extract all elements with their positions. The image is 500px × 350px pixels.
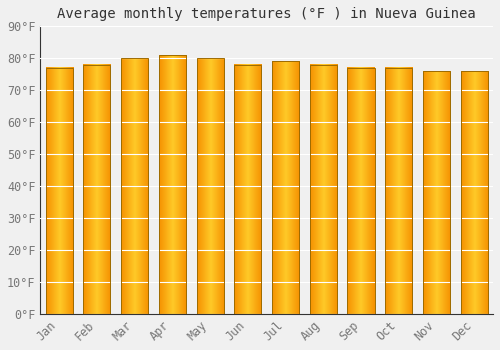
Bar: [159, 55, 186, 314]
Bar: [196, 58, 224, 314]
Bar: [272, 62, 299, 314]
Bar: [84, 65, 110, 314]
Bar: [46, 68, 73, 314]
Bar: [234, 65, 262, 314]
Bar: [385, 68, 412, 314]
Bar: [423, 71, 450, 314]
Bar: [460, 71, 488, 314]
Bar: [310, 65, 337, 314]
Bar: [121, 58, 148, 314]
Title: Average monthly temperatures (°F ) in Nueva Guinea: Average monthly temperatures (°F ) in Nu…: [58, 7, 476, 21]
Bar: [348, 68, 374, 314]
